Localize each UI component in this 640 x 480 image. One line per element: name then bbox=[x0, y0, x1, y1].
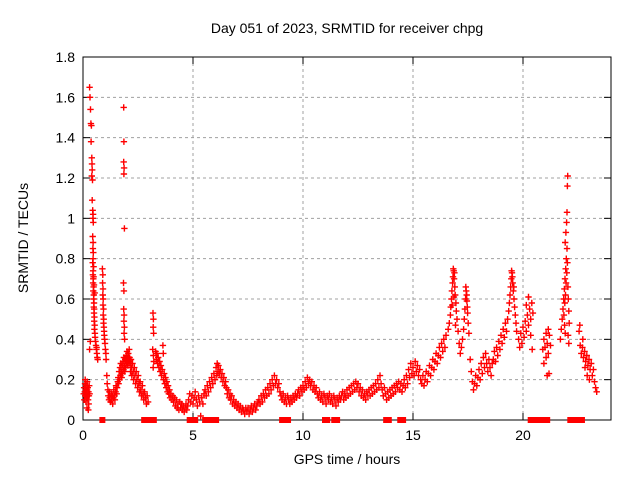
y-tick-label: 1.4 bbox=[56, 130, 76, 146]
y-tick-label: 1.6 bbox=[56, 89, 76, 105]
zero-square-marker bbox=[533, 417, 540, 423]
zero-square-marker bbox=[204, 417, 211, 423]
zero-square-marker bbox=[144, 417, 151, 423]
x-tick-label: 5 bbox=[189, 427, 197, 443]
plot-border bbox=[82, 56, 612, 421]
y-tick-label: 0.4 bbox=[56, 331, 76, 347]
zero-square-marker bbox=[570, 417, 577, 423]
zero-square-marker bbox=[285, 417, 292, 423]
zero-square-marker bbox=[324, 417, 331, 423]
y-tick-label: 0.2 bbox=[56, 372, 76, 388]
x-tick-label: 20 bbox=[515, 427, 531, 443]
x-tick-label: 0 bbox=[79, 427, 87, 443]
y-tick-label: 1.8 bbox=[56, 49, 76, 65]
zero-square-marker bbox=[537, 417, 544, 423]
scatter-plus-markers bbox=[80, 84, 600, 420]
x-tick-label: 15 bbox=[405, 427, 421, 443]
y-tick-label: 1.2 bbox=[56, 170, 76, 186]
zero-square-marker bbox=[141, 417, 148, 423]
y-tick-label: 1 bbox=[67, 210, 75, 226]
zero-square-marker bbox=[578, 417, 585, 423]
zero-square-marker bbox=[334, 417, 341, 423]
zero-square-marker bbox=[385, 417, 392, 423]
zero-square-marker bbox=[192, 417, 199, 423]
zero-square-marker bbox=[150, 417, 157, 423]
y-tick-label: 0 bbox=[67, 412, 75, 428]
zero-square-marker bbox=[527, 417, 534, 423]
zero-square-marker bbox=[544, 417, 551, 423]
chart-title: Day 051 of 2023, SRMTID for receiver chp… bbox=[210, 20, 484, 36]
x-tick-label: 10 bbox=[295, 427, 311, 443]
y-tick-label: 0.8 bbox=[56, 251, 76, 267]
zero-square-marker bbox=[281, 417, 288, 423]
zero-square-marker bbox=[213, 417, 220, 423]
x-axis-label: GPS time / hours bbox=[293, 451, 401, 467]
y-tick-label: 0.6 bbox=[56, 291, 76, 307]
zero-square-marker bbox=[99, 417, 106, 423]
zero-square-marker bbox=[400, 417, 407, 423]
zero-square-marker bbox=[540, 417, 547, 423]
